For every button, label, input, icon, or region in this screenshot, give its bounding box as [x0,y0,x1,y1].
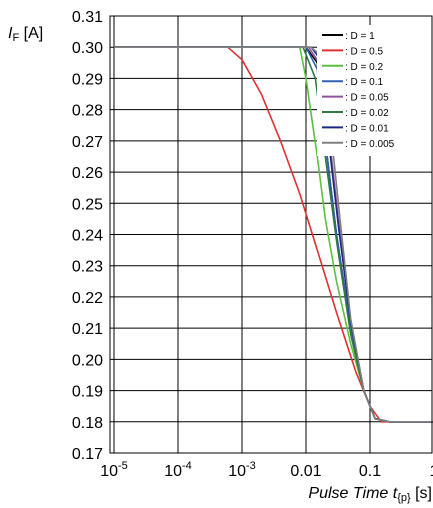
x-axis-label-main: Pulse Time t [308,485,397,502]
x-axis-label-unit: [s] [411,485,432,502]
x-tick-label: 0.1 [359,463,381,480]
y-tick-label: 0.20 [72,352,103,369]
y-tick-label: 0.22 [72,290,103,307]
x-axis-label: Pulse Time t{p} [s] [308,485,432,504]
x-axis-ticks: 10-5 10-4 10-3 0.01 0.1 1 [100,460,433,480]
series-layer [114,46,433,423]
legend-label: : D = 0.02 [345,108,389,119]
legend: : D = 1 : D = 0.5 : D = 0.2 : D = 0.1 : D = … [317,25,432,156]
y-axis-label: IF [A] [8,25,43,44]
grid [110,15,432,454]
y-axis-label-main: I [8,25,13,42]
y-tick-label: 0.23 [72,259,103,276]
legend-label: : D = 0.2 [345,62,384,73]
y-axis-ticks: 0.31 0.30 0.29 0.28 0.27 0.26 0.25 0.24 0.23 0.22… [72,9,103,463]
legend-label: : D = 0.1 [345,77,384,88]
x-axis-label-sub: {p} [397,492,411,504]
legend-label: : D = 1 [345,31,375,42]
y-tick-label: 0.18 [72,415,103,432]
series-line-7 [114,46,433,423]
y-tick-label: 0.29 [72,71,103,88]
y-axis-label-sub: F [12,32,19,44]
y-tick-label: 0.19 [72,384,103,401]
x-tick-label: 10-5 [100,460,128,480]
x-tick-label: 1 [430,463,433,480]
y-axis-label-unit: [A] [19,25,43,42]
y-tick-label: 0.28 [72,103,103,120]
legend-label: : D = 0.005 [345,139,395,150]
y-tick-label: 0.31 [72,9,103,26]
x-tick-label: 10-4 [164,460,192,480]
y-tick-label: 0.26 [72,165,103,182]
plot-frame [109,15,433,454]
legend-label: : D = 0.01 [345,123,389,134]
y-tick-label: 0.17 [72,446,103,463]
legend-label: : D = 0.5 [345,46,384,57]
y-tick-label: 0.27 [72,134,103,151]
legend-label: : D = 0.05 [345,93,389,104]
y-tick-label: 0.21 [72,321,103,338]
y-tick-label: 0.25 [72,196,103,213]
x-tick-label: 0.01 [290,463,321,480]
y-tick-label: 0.24 [72,228,103,245]
y-tick-label: 0.30 [72,40,103,57]
x-tick-label: 10-3 [228,460,256,480]
legend-box [317,25,432,156]
